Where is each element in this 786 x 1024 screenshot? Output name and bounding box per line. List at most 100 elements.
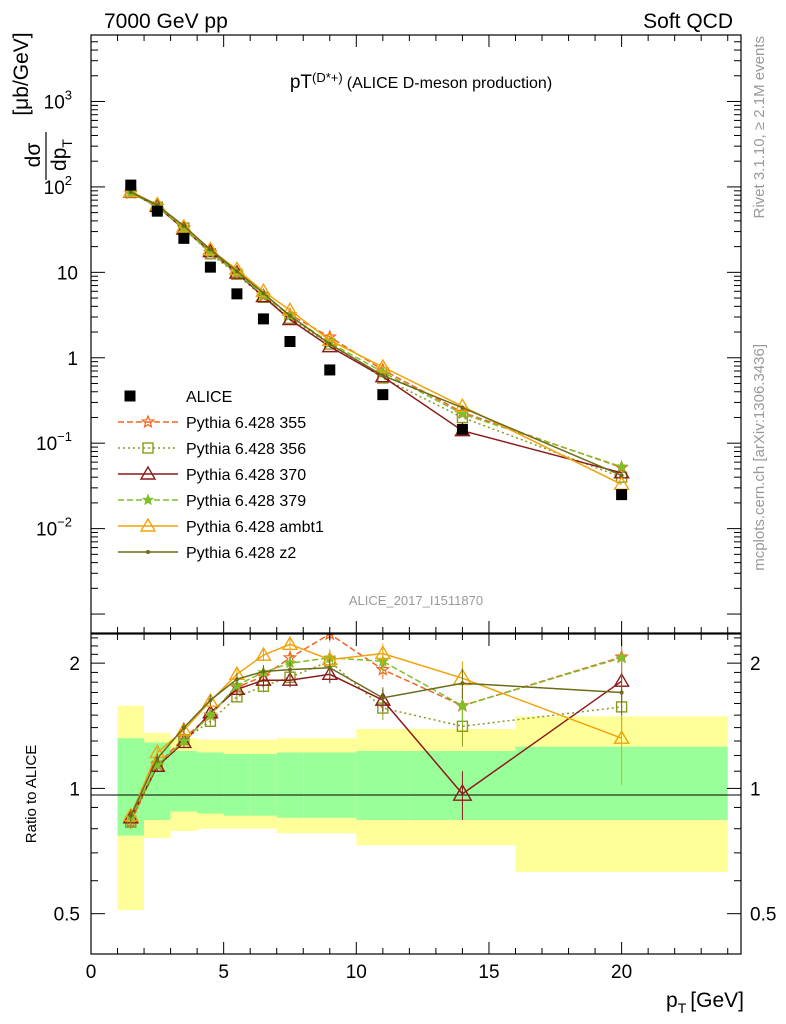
marker-star-filled <box>456 699 469 712</box>
marker-dot <box>234 269 239 274</box>
data-point <box>204 261 216 273</box>
marker-dot <box>287 313 292 318</box>
marker-dot <box>128 190 133 195</box>
data-point <box>257 313 269 325</box>
legend-label: Pythia 6.428 356 <box>186 441 306 458</box>
ratio-band-inner <box>170 750 198 812</box>
marker-triangle <box>255 671 272 686</box>
marker-star-filled <box>456 407 469 420</box>
ratio-band-inner <box>356 750 410 820</box>
legend-marker-data <box>124 390 136 402</box>
series-line <box>130 191 622 477</box>
marker-star-filled <box>615 651 628 664</box>
ylabel-sub: T <box>59 139 75 148</box>
y-tick-label: 1 <box>67 349 78 370</box>
marker-dot <box>234 677 239 682</box>
marker-triangle <box>122 183 140 198</box>
header-left: 7000 GeV pp <box>104 10 228 33</box>
ylabel-denominator: dpT <box>48 139 75 171</box>
legend-label: Pythia 6.428 ambt1 <box>186 519 324 536</box>
marker-dot <box>619 473 624 478</box>
header-right: Soft QCD <box>643 10 733 33</box>
ratio-band-inner <box>197 752 224 814</box>
rivet-label: Rivet 3.1.10, ≥ 2.1M events <box>751 36 768 219</box>
marker-dot <box>128 813 133 818</box>
x-tick-label: 15 <box>478 962 499 983</box>
marker-triangle <box>454 397 471 413</box>
xlabel-unit: [GeV] <box>690 989 744 1012</box>
marker-dot <box>460 405 465 410</box>
y-tick-base: 10 <box>36 520 57 541</box>
marker-star-filled <box>204 708 217 721</box>
ratio-panel: 0 5 10 15 20 0.5 0.5 1 1 2 2 Ratio to ALICE <box>23 633 776 983</box>
marker-triangle <box>374 358 392 373</box>
marker-star-filled <box>177 734 191 747</box>
legend-label: Pythia 6.428 379 <box>186 493 306 510</box>
x-tick-label: 10 <box>346 962 367 983</box>
y-tick-base: 10 <box>57 263 78 284</box>
marker-star <box>140 414 156 429</box>
marker-dot <box>181 223 186 228</box>
marker-dot <box>208 247 213 252</box>
data-point <box>125 179 137 191</box>
data-point <box>151 205 163 217</box>
marker-triangle <box>374 368 392 383</box>
y-tick-label: 103 <box>44 87 72 113</box>
ratio-ylabel: Ratio to ALICE <box>23 745 40 843</box>
marker-triangle <box>202 241 219 256</box>
ylabel-numerator: dσ <box>22 143 45 168</box>
legend-label: Pythia 6.428 355 <box>186 415 306 432</box>
x-tick-label: 5 <box>218 962 229 983</box>
marker-dot <box>327 341 332 346</box>
main-frame <box>90 34 742 634</box>
y-axis-label: dσ dpT [μb/GeV] <box>10 32 75 180</box>
y-tick-base: 1 <box>67 349 78 370</box>
marker-triangle <box>139 517 157 532</box>
y-tick-label: 10−1 <box>36 429 72 455</box>
data-point <box>456 423 468 435</box>
ratio-y-tick-label: 0.5 <box>54 905 80 926</box>
ylabel-unit: [μb/GeV] <box>10 32 33 115</box>
mcplots-label: mcplots.cern.ch [arXiv:1306.3436] <box>751 344 768 571</box>
title-sup: (D*+) <box>312 70 343 85</box>
ratio-band-inner <box>276 752 304 818</box>
marker-dot <box>146 550 150 554</box>
marker-dot <box>208 698 213 703</box>
marker-triangle <box>175 218 193 233</box>
y-tick-base: 10 <box>36 434 57 455</box>
marker-star-filled <box>615 460 628 473</box>
analysis-label: ALICE_2017_I1511870 <box>349 593 483 608</box>
plot-title: pT(D*+) (ALICE D-meson production) <box>290 70 552 93</box>
legend-label: Pythia 6.428 370 <box>186 467 306 484</box>
data-point <box>377 389 389 401</box>
marker-dot <box>261 669 266 674</box>
y-tick-label: 10 <box>57 263 78 284</box>
marker-dot <box>261 291 266 296</box>
title-main: pT <box>290 72 313 93</box>
y-tick-label: 102 <box>44 173 72 199</box>
ratio-band-inner <box>250 753 277 816</box>
ratio-band-inner <box>223 753 251 816</box>
marker-triangle <box>175 734 193 749</box>
y-tick-exp: −1 <box>57 429 72 444</box>
marker-triangle <box>281 671 299 686</box>
legend-label: Pythia 6.428 z2 <box>186 545 296 562</box>
y-tick-exp: 3 <box>65 87 72 102</box>
marker-triangle <box>139 465 157 480</box>
y-tick-base: 10 <box>44 92 65 113</box>
ratio-band-inner <box>303 752 357 818</box>
ratio-y-tick-label: 2 <box>69 654 80 675</box>
marker-triangle <box>202 692 219 707</box>
y-tick-base: 10 <box>44 178 65 199</box>
title-rest: (ALICE D-meson production) <box>347 75 552 92</box>
data-point <box>178 232 190 244</box>
ratio-y-tick-label-right: 2 <box>750 654 761 675</box>
marker-triangle <box>374 645 392 660</box>
legend-label: ALICE <box>186 389 232 406</box>
marker-dot <box>619 690 624 695</box>
marker-dot <box>181 725 186 730</box>
marker-triangle <box>175 721 193 736</box>
xlabel-sub: T <box>678 1000 687 1016</box>
marker-square <box>142 442 154 454</box>
